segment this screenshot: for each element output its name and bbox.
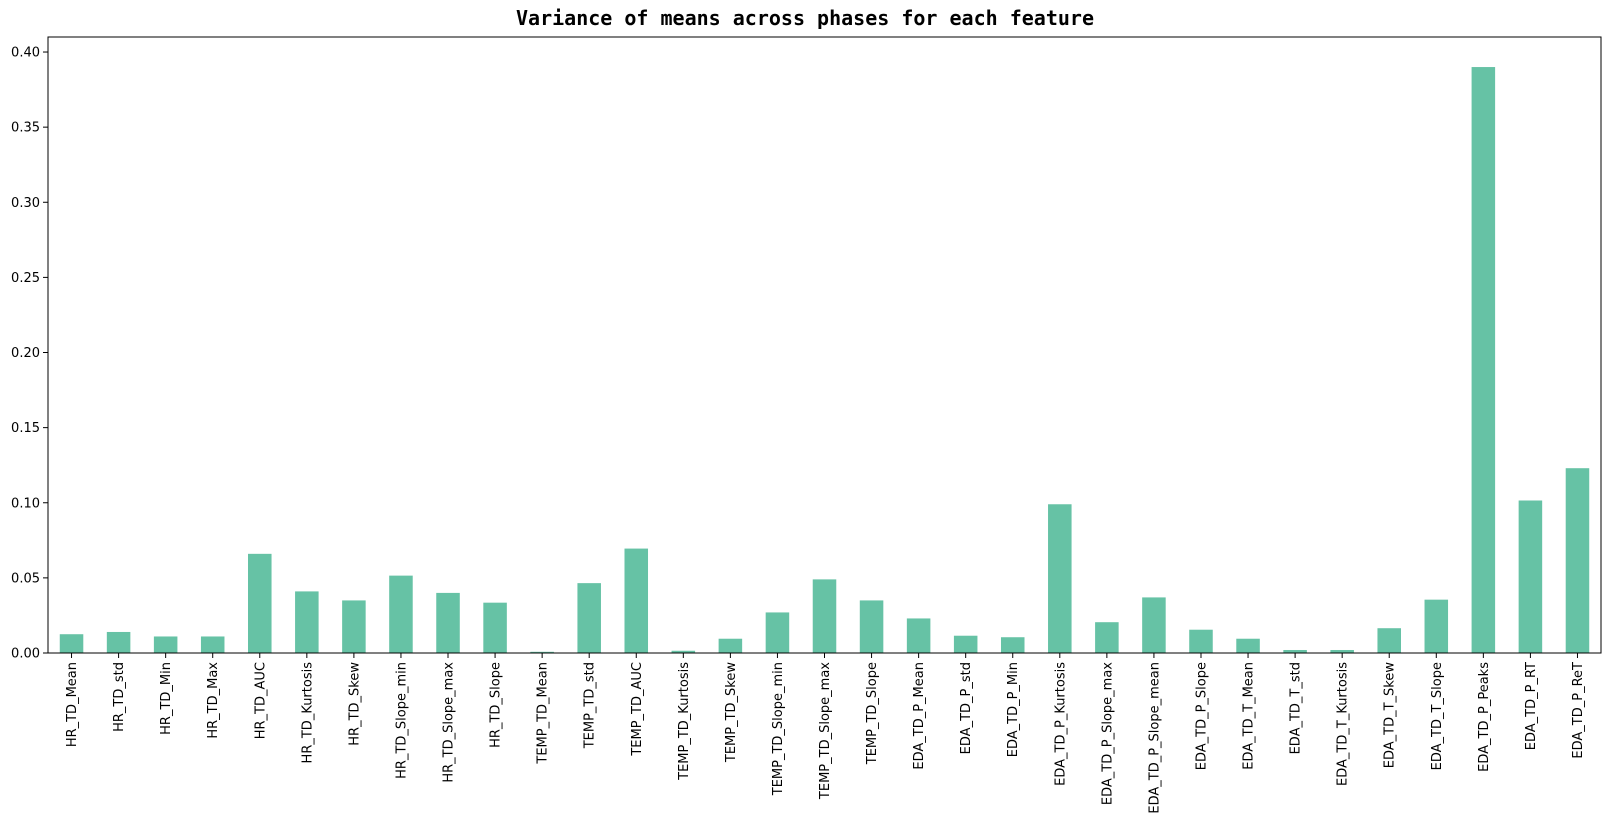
bar bbox=[1048, 504, 1072, 653]
bar bbox=[106, 631, 131, 653]
bar bbox=[1565, 468, 1590, 653]
x-tick-label: EDA_TD_P_ReT bbox=[1571, 662, 1586, 759]
x-tick-label: TEMP_TD_AUC bbox=[630, 662, 645, 757]
y-tick-label: 0.15 bbox=[11, 421, 40, 436]
bar bbox=[1424, 599, 1449, 653]
bar bbox=[153, 636, 178, 653]
y-tick-label: 0.40 bbox=[11, 46, 40, 61]
bar bbox=[859, 600, 884, 653]
y-tick-label: 0.35 bbox=[11, 121, 40, 136]
x-tick-label: HR_TD_Kurtosis bbox=[300, 662, 315, 764]
bar bbox=[1330, 649, 1354, 653]
bar bbox=[1283, 649, 1307, 653]
y-tick-label: 0.00 bbox=[11, 647, 40, 662]
x-tick-label: HR_TD_Slope_max bbox=[442, 662, 457, 783]
plot-frame bbox=[47, 36, 1602, 654]
x-tick-label: EDA_TD_P_Slope bbox=[1194, 662, 1209, 770]
x-tick-label: EDA_TD_T_Kurtosis bbox=[1336, 662, 1351, 786]
bar bbox=[295, 591, 319, 653]
bar bbox=[624, 548, 649, 653]
bar bbox=[1000, 637, 1025, 653]
x-tick-label: EDA_TD_T_std bbox=[1289, 662, 1304, 754]
x-tick-label: EDA_TD_P_Slope_mean bbox=[1147, 662, 1162, 814]
x-tick-label: EDA_TD_P_Slope_max bbox=[1100, 662, 1115, 805]
x-tick-label: EDA_TD_P_std bbox=[959, 662, 974, 754]
x-tick-label: TEMP_TD_Mean bbox=[536, 662, 551, 765]
x-tick-label: EDA_TD_P_Mean bbox=[912, 662, 927, 770]
bar bbox=[1142, 597, 1166, 653]
y-axis: 0.00 0.05 0.10 0.15 0.20 0.25 0.30 0.35 0.40 bbox=[11, 46, 48, 662]
x-tick-label: EDA_TD_T_Slope bbox=[1430, 662, 1445, 770]
bars bbox=[59, 67, 1590, 654]
x-tick-label: TEMP_TD_Slope bbox=[865, 662, 880, 765]
bar bbox=[1236, 638, 1260, 653]
x-tick-label: HR_TD_std bbox=[112, 662, 127, 732]
x-tick-label: TEMP_TD_Kurtosis bbox=[677, 662, 692, 781]
x-tick-label: HR_TD_Slope_min bbox=[394, 662, 409, 779]
x-tick-label: TEMP_TD_Slope_max bbox=[818, 662, 833, 800]
bar bbox=[389, 575, 413, 653]
x-tick-label: TEMP_TD_Slope_min bbox=[771, 662, 786, 796]
bar bbox=[1095, 622, 1119, 653]
bar bbox=[342, 600, 366, 653]
x-tick-label: EDA_TD_P_Peaks bbox=[1477, 662, 1492, 772]
x-tick-label: HR_TD_Max bbox=[206, 662, 221, 739]
bar bbox=[200, 636, 225, 653]
x-tick-label: HR_TD_Mean bbox=[65, 662, 80, 747]
x-tick-label: EDA_TD_P_Min bbox=[1006, 662, 1021, 757]
bar bbox=[953, 635, 978, 653]
y-tick-label: 0.10 bbox=[11, 496, 40, 511]
x-tick-label: EDA_TD_T_Skew bbox=[1383, 662, 1398, 769]
bar bbox=[530, 651, 554, 653]
chart-title: Variance of means across phases for each… bbox=[516, 6, 1094, 30]
bar bbox=[671, 650, 696, 653]
x-tick-label: HR_TD_AUC bbox=[253, 662, 268, 739]
x-tick-label: EDA_TD_P_RT bbox=[1524, 662, 1539, 750]
bar bbox=[436, 592, 460, 653]
x-axis: HR_TD_Mean HR_TD_std HR_TD_Min HR_TD_Max HR_… bbox=[65, 653, 1586, 814]
bar bbox=[765, 612, 790, 653]
y-tick-label: 0.25 bbox=[11, 271, 40, 286]
bar bbox=[577, 583, 601, 653]
bar bbox=[906, 618, 931, 653]
x-tick-label: TEMP_TD_Skew bbox=[724, 662, 739, 763]
bar bbox=[812, 579, 837, 653]
y-tick-label: 0.20 bbox=[11, 346, 40, 361]
bar bbox=[718, 638, 743, 653]
y-tick-label: 0.05 bbox=[11, 571, 40, 586]
bar bbox=[1377, 628, 1401, 653]
bar bbox=[1518, 500, 1543, 653]
bar bbox=[59, 634, 84, 653]
y-tick-label: 0.30 bbox=[11, 196, 40, 211]
bar bbox=[248, 553, 272, 653]
x-tick-label: EDA_TD_P_Kurtosis bbox=[1053, 662, 1068, 786]
x-tick-label: EDA_TD_T_Mean bbox=[1242, 662, 1257, 770]
x-tick-label: HR_TD_Slope bbox=[489, 662, 504, 748]
bar bbox=[1189, 629, 1213, 653]
bar bbox=[483, 602, 507, 653]
x-tick-label: TEMP_TD_std bbox=[583, 662, 598, 749]
x-tick-label: HR_TD_Min bbox=[159, 662, 174, 735]
x-tick-label: HR_TD_Skew bbox=[347, 662, 362, 746]
bar bbox=[1471, 67, 1496, 654]
